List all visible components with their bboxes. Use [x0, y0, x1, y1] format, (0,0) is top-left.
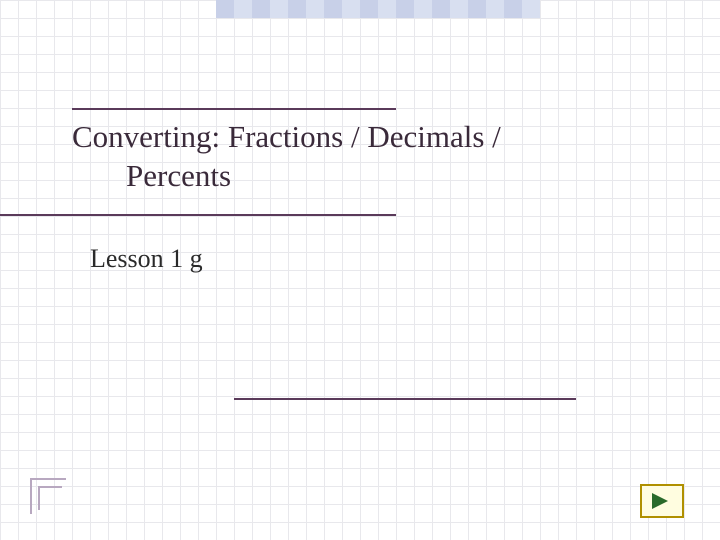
- rule-below-title: [0, 214, 396, 216]
- title-line-1: Converting: Fractions / Decimals /: [72, 119, 501, 154]
- arrow-right-icon: [648, 491, 676, 511]
- top-stripe-bar: [216, 0, 540, 18]
- title-line-2: Percents: [72, 157, 612, 196]
- rule-above-title: [72, 108, 396, 110]
- slide-title: Converting: Fractions / Decimals / Perce…: [72, 118, 612, 196]
- rule-mid: [234, 398, 576, 400]
- slide-subtitle: Lesson 1 g: [90, 244, 203, 274]
- corner-ornament-icon: [30, 478, 66, 514]
- next-slide-button[interactable]: [640, 484, 684, 518]
